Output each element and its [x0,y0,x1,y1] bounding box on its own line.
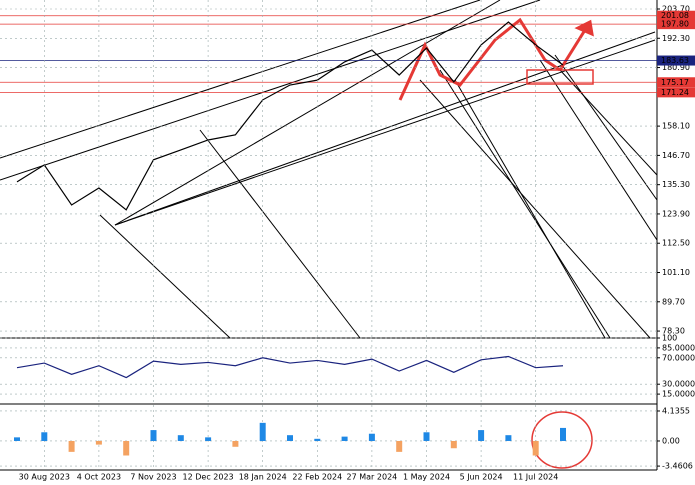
y-tick-label: 30.0000 [662,380,695,389]
y-tick-label: 203.70 [662,4,690,13]
histogram-bar [259,422,266,441]
histogram-bar [205,437,212,441]
histogram-bar [68,440,75,452]
histogram-bar [123,440,130,456]
histogram-bar [14,437,20,441]
histogram-bar [450,440,457,449]
level-tag [657,19,695,30]
y-tick-label: 112.50 [662,239,690,248]
y-tick-label: 135.30 [662,180,690,189]
y-tick-label: 180.90 [662,63,690,72]
level-label: 175.17 [661,78,689,87]
x-tick-label: 4 Oct 2023 [77,473,121,482]
x-tick-label: 5 Jun 2024 [460,473,503,482]
histogram-bar [232,440,239,447]
histogram-bar [396,440,403,452]
y-tick-label: 78.30 [662,327,685,336]
y-tick-label: 158.10 [662,122,690,131]
histogram-bar [41,432,48,441]
y-tick-label: 100 [662,334,677,343]
histogram-bar [478,430,485,441]
y-tick-label: 15.0000 [662,390,695,399]
level-tag [657,87,695,98]
histogram-bar [150,430,157,441]
y-tick-label: 146.70 [662,151,690,160]
x-tick-label: 22 Feb 2024 [292,473,342,482]
y-tick-label: 123.90 [662,209,690,218]
level-label: 197.80 [661,20,689,29]
y-tick-label: 4.1355 [662,406,690,415]
histogram-bar [287,435,293,441]
histogram-bar [532,440,539,456]
y-tick-label: 192.30 [662,34,690,43]
histogram-bar [95,440,102,445]
level-label: 201.08 [661,11,689,20]
y-tick-label: -3.4606 [662,462,693,471]
x-tick-label: 1 May 2024 [403,473,450,482]
x-tick-label: 30 Aug 2023 [19,473,70,482]
level-tag [657,10,695,21]
x-tick-label: 27 Mar 2024 [347,473,398,482]
y-tick-label: 101.10 [662,268,690,277]
y-tick-label: 89.70 [662,297,685,306]
histogram-bar [368,433,375,441]
price-line [16,355,564,379]
y-tick-label: 0.00 [662,436,680,445]
trend-lines [0,0,658,339]
histogram-bar [314,438,321,441]
level-label: 171.24 [661,88,689,97]
x-tick-label: 7 Nov 2023 [130,473,176,482]
y-tick-label: 85.0000 [662,343,695,352]
level-label: 183.63 [661,56,689,65]
histogram-bar [177,435,184,441]
level-tag [657,77,695,88]
x-tick-label: 12 Dec 2023 [183,473,234,482]
histogram-bar [423,432,430,441]
x-tick-label: 18 Jan 2024 [239,473,287,482]
histogram-bar [341,436,348,441]
level-tag [657,55,695,66]
y-tick-label: 70.0000 [662,353,695,362]
histogram-bar [560,427,566,441]
histogram-bar [505,435,512,441]
price-line [16,21,564,211]
x-tick-label: 11 Jul 2024 [513,473,558,482]
